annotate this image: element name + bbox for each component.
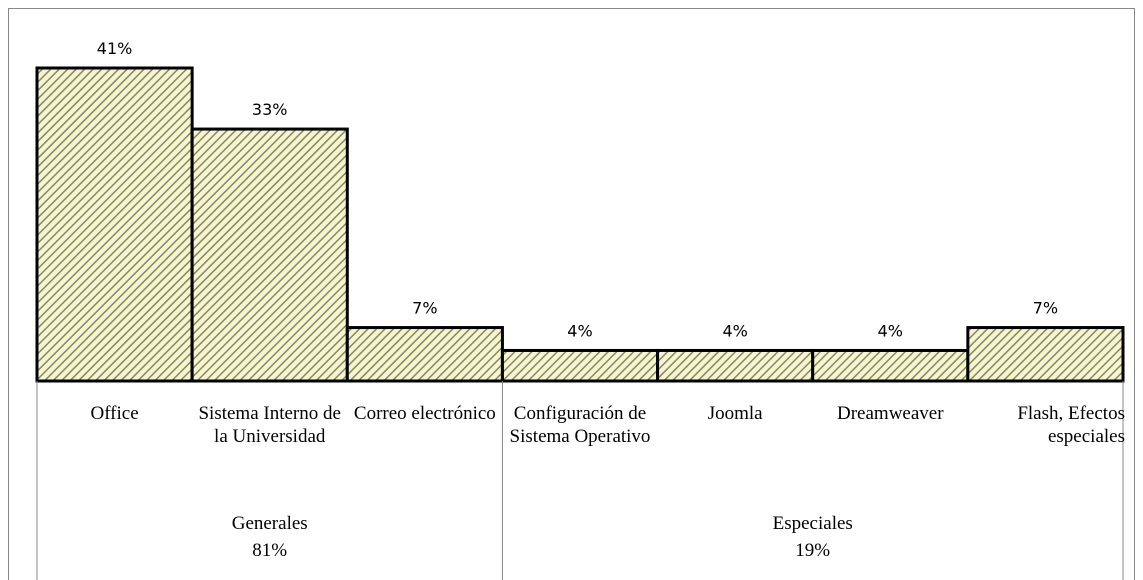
frame	[8, 8, 1135, 580]
value-label: 7%	[412, 299, 437, 318]
category-label: Correo electrónico	[353, 403, 496, 424]
group-label: Generales	[231, 513, 308, 534]
value-label: 4%	[722, 321, 747, 340]
category-label: Dreamweaver	[837, 403, 944, 424]
category-label: Configuración de Sistema Operativo	[509, 403, 651, 447]
group-value: 81%	[252, 540, 288, 561]
category-label: Joomla	[707, 403, 763, 424]
bar	[345, 326, 504, 383]
value-label: 4%	[878, 321, 903, 340]
value-label: 4%	[567, 321, 592, 340]
category-label: Office	[90, 403, 139, 424]
category-label: Sistema Interno de la Universidad	[198, 403, 341, 447]
bar	[190, 127, 349, 383]
bar	[656, 348, 815, 383]
category-label: Flash, Efectos especiales	[1017, 403, 1125, 447]
value-label: 7%	[1033, 299, 1058, 318]
bar	[966, 326, 1125, 383]
group-label: Especiales	[772, 513, 853, 534]
group-value: 19%	[795, 540, 831, 561]
bar	[811, 348, 970, 383]
value-label: 33%	[252, 100, 288, 119]
bar	[35, 66, 194, 383]
value-label: 41%	[97, 39, 133, 58]
bar	[500, 348, 660, 383]
